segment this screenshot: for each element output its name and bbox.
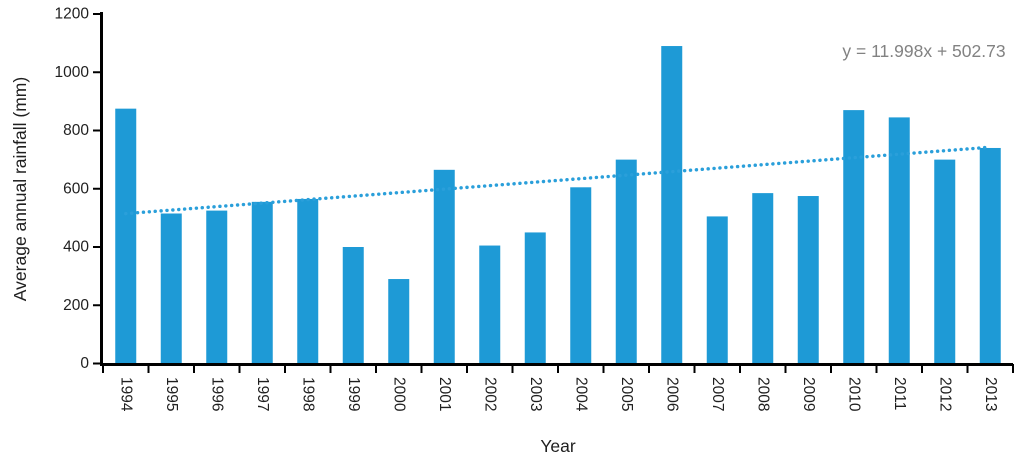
x-tick-label-2010: 2010	[845, 377, 862, 412]
bar-2005	[615, 159, 637, 365]
y-tick-label: 800	[63, 122, 89, 139]
x-tick-label-2001: 2001	[436, 377, 453, 411]
bar-2004	[570, 187, 592, 365]
bar-2009	[797, 196, 819, 365]
x-tick-label-2008: 2008	[754, 377, 771, 411]
x-tick-label-2007: 2007	[709, 377, 726, 411]
bars-series-group	[115, 46, 1001, 365]
x-tick-label-2003: 2003	[527, 377, 544, 411]
bar-2012	[934, 159, 956, 365]
x-tick-label-2004: 2004	[572, 377, 589, 412]
bar-2011	[888, 117, 910, 365]
x-tick-label-2000: 2000	[390, 377, 407, 412]
y-tick-label: 400	[63, 239, 89, 256]
bar-1998	[297, 198, 319, 365]
bar-2008	[752, 193, 774, 365]
x-tick-label-2009: 2009	[800, 377, 817, 411]
bar-2003	[524, 232, 546, 365]
bar-2000	[388, 279, 410, 365]
x-tick-label-2006: 2006	[663, 377, 680, 411]
x-tick-label-2013: 2013	[982, 377, 999, 411]
x-tick-label-1994: 1994	[117, 377, 134, 412]
x-tick-label-2002: 2002	[481, 377, 498, 411]
bar-1995	[160, 213, 182, 365]
bar-1996	[206, 210, 228, 365]
x-tick-label-2005: 2005	[618, 377, 635, 411]
x-axis-title: Year	[540, 436, 576, 456]
bar-1994	[115, 108, 137, 365]
trendline-equation-label: y = 11.998x + 502.73	[842, 41, 1005, 61]
x-tick-labels-group: 1994 1995 1996 1997 1998 1999 2000 2001 2002 2003…	[117, 377, 999, 412]
axes-group	[93, 12, 1014, 373]
x-tick-label-1997: 1997	[254, 377, 271, 411]
bar-2007	[706, 216, 728, 365]
bar-2001	[433, 169, 455, 365]
bar-2013	[979, 147, 1001, 365]
y-axis-title: Average annual rainfall (mm)	[10, 77, 30, 301]
x-tick-label-1996: 1996	[208, 377, 225, 411]
x-tick-label-2012: 2012	[936, 377, 953, 411]
y-tick-label: 1200	[55, 6, 90, 23]
y-tick-labels-group: 0 200 400 600 800 1000 1200	[55, 6, 90, 373]
y-tick-label: 1000	[55, 64, 90, 81]
x-tick-label-1995: 1995	[163, 377, 180, 411]
y-tick-label: 600	[63, 180, 89, 197]
x-tick-label-1999: 1999	[345, 377, 362, 411]
bar-2006	[661, 46, 683, 365]
x-tick-label-2011: 2011	[891, 377, 908, 410]
bar-1997	[251, 201, 273, 365]
y-tick-label: 200	[63, 297, 89, 314]
bar-2010	[843, 110, 865, 365]
bar-1999	[342, 247, 364, 365]
y-tick-label: 0	[80, 355, 89, 372]
x-tick-label-1998: 1998	[299, 377, 316, 411]
bar-2002	[479, 245, 501, 365]
